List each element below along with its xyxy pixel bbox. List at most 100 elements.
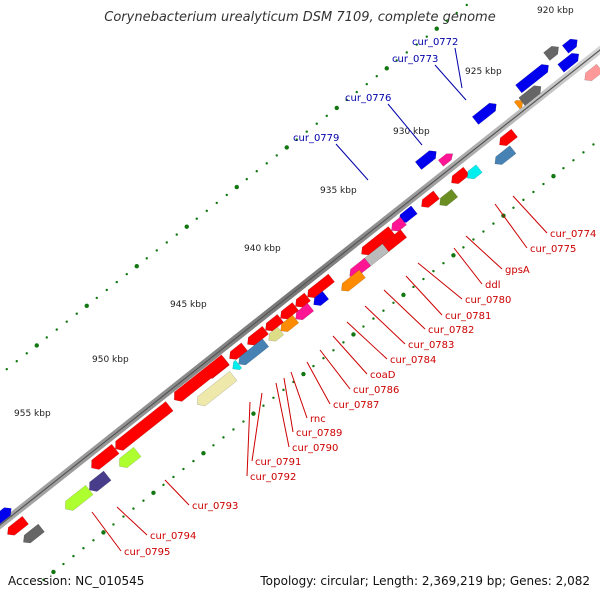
- scale-tick: [5, 367, 8, 371]
- scale-tick: [222, 436, 225, 439]
- scale-tick: [65, 320, 68, 323]
- gene-ddl: [466, 164, 483, 180]
- scale-tick: [412, 285, 415, 289]
- leader-line: [306, 361, 331, 405]
- gene-label-ddl: ddl: [485, 280, 500, 291]
- scale-tick: [25, 352, 28, 355]
- scale-tick: [82, 547, 85, 550]
- leader-line: [383, 289, 426, 330]
- scale-tick: [165, 241, 168, 244]
- gene-label-gpsA: gpsA: [505, 265, 530, 276]
- scale-tick: [422, 277, 425, 281]
- leader-line: [454, 47, 463, 89]
- scale-tick: [232, 428, 235, 431]
- scale-tick: [234, 184, 239, 190]
- scale-tick: [334, 105, 339, 111]
- scale-tick: [255, 170, 258, 173]
- leader-line: [335, 143, 369, 181]
- gene-orange: [513, 100, 524, 110]
- scale-tick: [392, 301, 395, 304]
- scale-tick: [134, 264, 139, 269]
- scale-tick: [405, 51, 408, 54]
- gene-label-cur_0783: cur_0783: [408, 340, 454, 351]
- scale-tick: [265, 162, 268, 165]
- scale-tick: [445, 19, 448, 23]
- gene-label-cur_0792: cur_0792: [250, 472, 296, 483]
- leader-line: [346, 321, 388, 360]
- gene-label-cur_0787: cur_0787: [333, 400, 379, 411]
- scale-tick: [482, 230, 485, 233]
- scale-tick: [432, 269, 435, 273]
- gene-lime: [119, 446, 142, 469]
- scale-tick: [205, 209, 208, 213]
- scale-tick: [251, 411, 256, 416]
- scale-tick: [151, 490, 156, 495]
- scale-tick: [455, 11, 458, 15]
- scale-tick: [62, 562, 65, 566]
- scale-tick: [415, 43, 418, 46]
- scale-tick: [362, 325, 365, 328]
- scale-tick: [425, 35, 428, 38]
- gene-cur_0774: [499, 128, 518, 146]
- gene-slate: [89, 470, 112, 492]
- leader-line: [332, 335, 368, 375]
- scale-tick: [401, 292, 406, 298]
- gene-features: [0, 38, 600, 544]
- scale-tick: [42, 578, 45, 582]
- scale-tick: [492, 222, 495, 225]
- gene-gray-right: [543, 45, 559, 61]
- scale-tick: [582, 151, 585, 154]
- label-leaders: [91, 47, 548, 552]
- gene-blue-right: [557, 52, 580, 73]
- scale-tick: [372, 317, 375, 320]
- scale-tick: [532, 190, 535, 194]
- leader-line: [283, 377, 294, 433]
- kbp-label: 940 kbp: [244, 244, 281, 254]
- leader-line: [465, 235, 503, 270]
- scale-tick: [434, 26, 439, 31]
- scale-tick: [375, 75, 378, 78]
- scale-tick: [572, 159, 575, 162]
- scale-tick: [282, 388, 285, 392]
- backbone-core: [0, 49, 600, 526]
- gene-gray-edge: [23, 523, 45, 544]
- gene-cur_0773: [518, 85, 542, 106]
- scale-tick: [34, 343, 39, 348]
- gene-label-cur_0786: cur_0786: [353, 385, 399, 396]
- scale-tick: [395, 59, 398, 62]
- gene-orange-mid: [280, 314, 300, 332]
- gene-blue-far: [561, 38, 578, 54]
- leader-line: [494, 203, 528, 249]
- scale-tick: [75, 312, 78, 315]
- gene-cur_0793: [247, 325, 269, 346]
- gene-rnc: [341, 269, 366, 292]
- scale-tick: [272, 396, 275, 399]
- leader-line: [434, 64, 467, 101]
- scale-tick: [332, 349, 335, 352]
- scale-tick: [184, 224, 189, 229]
- scale-tick: [95, 296, 98, 300]
- scale-tick: [472, 238, 475, 241]
- leader-line: [251, 392, 263, 462]
- gene-labels: cur_0772 cur_0773 cur_0776 cur_0779 cur_0774…: [124, 37, 596, 558]
- accession-text: Accession: NC_010545: [8, 574, 145, 588]
- leader-line: [275, 382, 290, 448]
- scale-tick: [225, 193, 228, 197]
- gene-cur_0779: [471, 102, 497, 125]
- kbp-label: 950 kbp: [92, 355, 129, 365]
- scale-tick: [245, 177, 248, 181]
- gene-red-long: [173, 354, 230, 402]
- scale-tick: [284, 145, 289, 150]
- scale-tick: [115, 280, 118, 284]
- scale-tick: [122, 515, 125, 518]
- scale-tick: [112, 523, 115, 526]
- gene-label-cur_0794: cur_0794: [150, 531, 196, 542]
- scale-tick: [72, 554, 75, 558]
- scale-tick: [162, 483, 165, 487]
- kbp-label: 945 kbp: [170, 300, 207, 310]
- gene-yellow-mid: [268, 326, 285, 342]
- gene-cur_0775: [494, 145, 517, 165]
- scale-tick: [101, 530, 106, 535]
- scale-tick: [384, 66, 389, 71]
- gene-red-3: [91, 443, 120, 470]
